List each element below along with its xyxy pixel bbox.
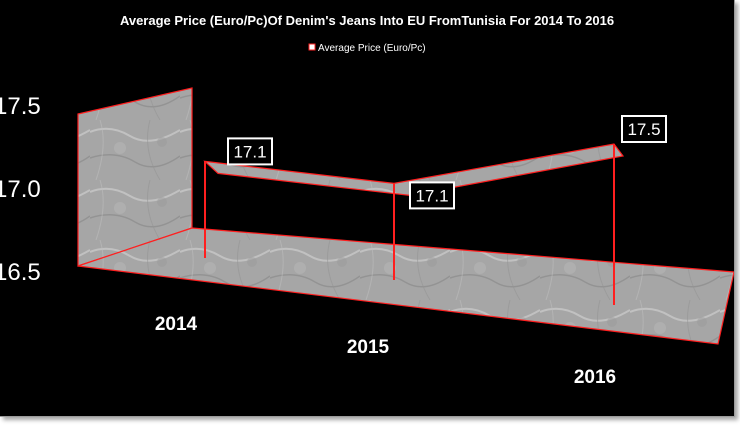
legend-entry: Average Price (Euro/Pc): [318, 43, 426, 54]
data-label-text: 17.1: [415, 186, 448, 205]
y-tick-label: 17.5: [0, 93, 41, 120]
y-tick-label: 16.5: [0, 259, 41, 286]
data-label-2014: 17.1: [227, 137, 273, 166]
chart-floor: [77, 227, 734, 345]
chart-title: Average Price (Euro/Pc)Of Denim's Jeans …: [120, 13, 614, 28]
x-tick-label: 2014: [155, 314, 198, 335]
legend-swatch: [308, 43, 316, 51]
x-tick-label: 2015: [347, 337, 390, 358]
data-label-2015: 17.1: [409, 181, 455, 210]
data-label-2016: 17.5: [621, 115, 667, 143]
x-tick-label: 2016: [574, 367, 616, 388]
chart-canvas: Average Price (Euro/Pc)Of Denim's Jeans …: [0, 13, 734, 388]
y-tick-label: 17.0: [0, 176, 41, 203]
legend: Average Price (Euro/Pc): [308, 43, 426, 54]
data-label-text: 17.1: [233, 142, 266, 161]
data-label-text: 17.5: [627, 120, 660, 139]
chart-area: Average Price (Euro/Pc)Of Denim's Jeans …: [0, 0, 735, 417]
